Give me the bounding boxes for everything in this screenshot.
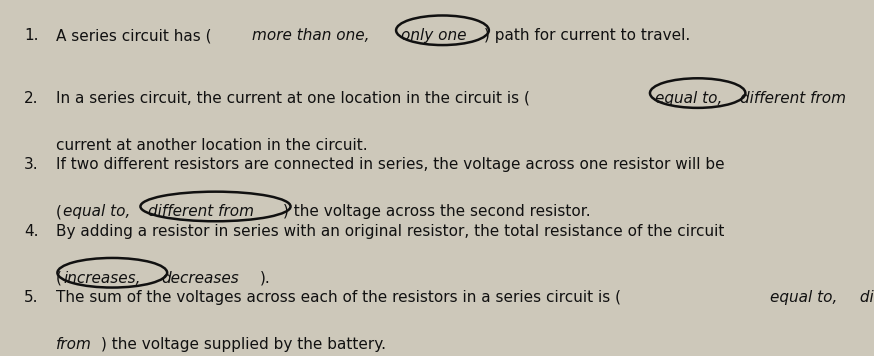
- Text: If two different resistors are connected in series, the voltage across one resis: If two different resistors are connected…: [56, 157, 725, 172]
- Text: equal to,: equal to,: [63, 204, 130, 219]
- Text: 2.: 2.: [24, 91, 38, 106]
- Text: different from: different from: [740, 91, 846, 106]
- Text: The sum of the voltages across each of the resistors in a series circuit is (: The sum of the voltages across each of t…: [56, 290, 621, 305]
- Text: different from: different from: [149, 204, 254, 219]
- Text: ) the voltage across the second resistor.: ) the voltage across the second resistor…: [282, 204, 590, 219]
- Text: different: different: [856, 290, 874, 305]
- Text: (: (: [56, 271, 62, 286]
- Text: 4.: 4.: [24, 224, 38, 239]
- Text: equal to,: equal to,: [770, 290, 837, 305]
- Text: more than one,: more than one,: [253, 28, 370, 43]
- Text: decreases: decreases: [162, 271, 239, 286]
- Text: from: from: [56, 337, 92, 352]
- Text: ).: ).: [260, 271, 270, 286]
- Text: ) path for current to travel.: ) path for current to travel.: [484, 28, 690, 43]
- Text: equal to,: equal to,: [656, 91, 723, 106]
- Text: In a series circuit, the current at one location in the circuit is (: In a series circuit, the current at one …: [56, 91, 530, 106]
- Text: 5.: 5.: [24, 290, 38, 305]
- Text: 3.: 3.: [24, 157, 38, 172]
- Text: (: (: [56, 204, 62, 219]
- Text: current at another location in the circuit.: current at another location in the circu…: [56, 138, 367, 153]
- Text: A series circuit has (: A series circuit has (: [56, 28, 212, 43]
- Text: By adding a resistor in series with an original resistor, the total resistance o: By adding a resistor in series with an o…: [56, 224, 725, 239]
- Text: only one: only one: [401, 28, 467, 43]
- Text: ) the voltage supplied by the battery.: ) the voltage supplied by the battery.: [101, 337, 386, 352]
- Text: increases,: increases,: [63, 271, 141, 286]
- Text: 1.: 1.: [24, 28, 38, 43]
